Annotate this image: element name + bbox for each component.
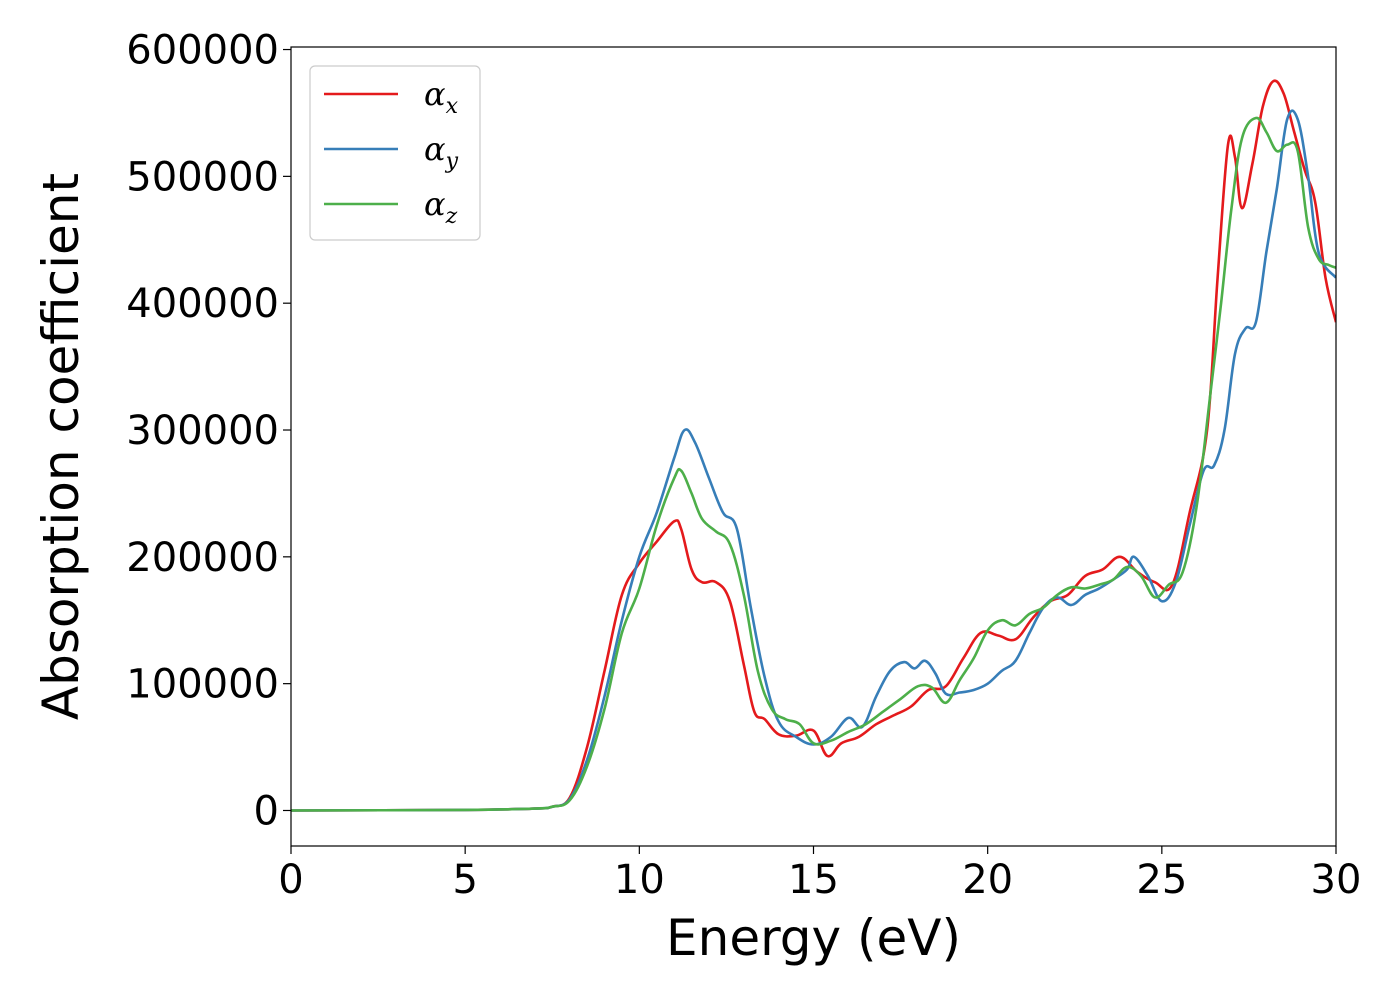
y-axis-label: Absorption coefficient — [32, 173, 90, 720]
legend: αx αy αz — [309, 65, 481, 241]
series-layer — [291, 79, 1336, 812]
series-line-y — [291, 109, 1336, 812]
x-tick-label: 15 — [788, 857, 839, 903]
legend-box — [309, 65, 481, 241]
y-tick-label: 400000 — [126, 281, 279, 327]
y-tick-label: 600000 — [126, 28, 279, 74]
x-axis-label: Energy (eV) — [666, 909, 961, 967]
x-tick-label: 30 — [1311, 857, 1362, 903]
y-tick-label: 300000 — [126, 408, 279, 454]
y-tick-label: 0 — [254, 788, 279, 834]
y-tick-label: 200000 — [126, 535, 279, 581]
x-tick-label: 10 — [614, 857, 665, 903]
x-tick-label: 5 — [452, 857, 477, 903]
x-tick-label: 25 — [1136, 857, 1187, 903]
y-tick-label: 100000 — [126, 662, 279, 708]
x-axis-ticks: 0 5 10 15 20 25 30 — [278, 846, 1361, 903]
legend-label-x: αx — [424, 75, 459, 119]
series-line-z — [291, 116, 1336, 812]
legend-label-z: αz — [424, 185, 458, 229]
legend-label-y: αy — [424, 130, 459, 174]
y-tick-label: 500000 — [126, 154, 279, 200]
x-tick-label: 0 — [278, 857, 303, 903]
y-axis-ticks: 0 100000 200000 300000 400000 500000 600000 — [126, 28, 291, 834]
x-tick-label: 20 — [962, 857, 1013, 903]
